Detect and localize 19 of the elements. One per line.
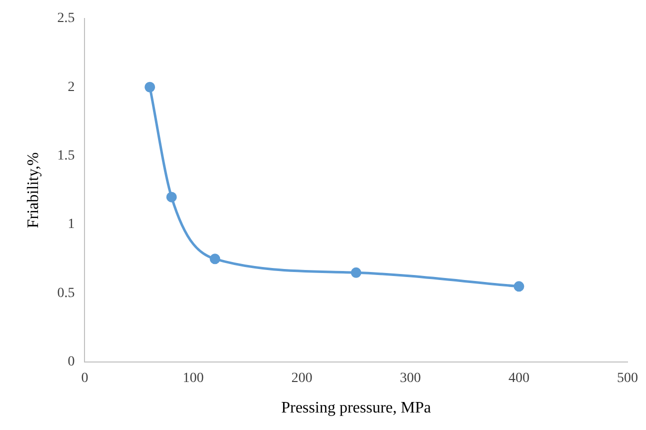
x-tick-label: 400 [508, 371, 530, 386]
y-axis-title: Friability,% [24, 152, 42, 228]
y-tick-label: 0.5 [57, 286, 75, 301]
y-tick-label: 2.5 [57, 11, 75, 26]
y-tick-label: 1 [68, 217, 75, 232]
x-tick-label: 0 [81, 371, 88, 386]
x-tick-label: 100 [182, 371, 204, 386]
y-tick-label: 2 [68, 80, 75, 95]
x-tick-label: 200 [291, 371, 312, 386]
point [166, 192, 177, 202]
x-axis-title: Pressing pressure, MPa [281, 400, 431, 417]
point [210, 254, 220, 264]
y-tick-label: 1.5 [57, 148, 75, 164]
y-tick-label: 0 [68, 354, 75, 370]
point [350, 267, 362, 278]
x-tick-label: 500 [617, 371, 638, 386]
x-tick-label: 300 [400, 371, 421, 386]
point [514, 281, 524, 292]
point [144, 82, 156, 92]
